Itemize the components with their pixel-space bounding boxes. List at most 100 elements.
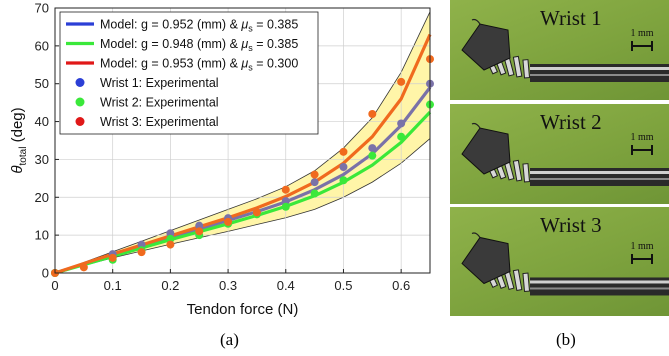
wrist-3-image [461,232,669,296]
legend-marker-4 [75,78,85,87]
wrist-segment-shape [512,269,523,291]
wrist-2-photo: Wrist 2 1 mm [450,104,669,204]
wrist-3-data-point [166,240,175,249]
band-lower-edge [54,138,431,274]
y-tick-label: 0 [42,266,49,281]
wrist-3-data-point [195,227,204,236]
caption-a: (a) [220,330,239,349]
wrist-3-data-point [368,110,377,118]
y-tick-label: 60 [35,38,49,53]
scale-bar-icon [631,41,653,51]
y-tick-label: 40 [35,114,49,129]
wrist-3-data-point [224,217,233,226]
wrist-1-data-point [310,178,319,187]
wrist-3-data-point [252,208,261,217]
shaft-highlight [530,67,669,70]
tendon-wire-shape [471,18,481,25]
wrist-3-scale-text: 1 mm [630,241,654,252]
tendon-wire-shape [471,232,481,238]
x-tick-label: 0.4 [277,278,295,293]
wrist-3-scale-bar: 1 mm [627,241,657,264]
legend-marker-5 [75,97,85,107]
shaft-highlight [530,171,669,174]
legend-box [59,11,319,135]
shaft-shape [530,277,669,296]
band-upper-edge [54,11,431,274]
shaft-highlight [530,178,669,180]
wrist-1-data-point [368,144,377,153]
wrist-1-data-point [281,197,290,206]
wrist-2-data-point [368,151,377,160]
x-tick-label: 0.1 [104,278,122,293]
shaft-highlight [530,74,669,76]
wrist-2-label: Wrist 2 [540,110,602,134]
model-line-3 [54,33,432,275]
wrist-tip-shape [461,127,511,175]
wrist-1-data-point [339,163,348,171]
legend-label-4: Wrist 1: Experimental [100,76,219,90]
caption-b: (b) [556,330,576,349]
shaft-shape [530,168,669,186]
wrist-3-data-point [79,263,88,272]
x-tick-label: 0.2 [161,278,179,293]
wrist-1-image [461,18,669,82]
wrist-1-data-point [195,221,204,230]
wrist-3-photo: Wrist 3 1 mm [450,207,669,316]
scale-bar-icon [631,254,653,264]
legend-label-6: Wrist 3: Experimental [100,115,219,129]
x-tick-label: 0.6 [392,278,410,293]
wrist-2-data-point [281,202,290,211]
wrist-2-scale-text: 1 mm [630,132,654,143]
wrist-2-scale-bar: 1 mm [627,132,657,155]
shaft-highlight [530,280,669,284]
wrist-1-data-point [397,119,406,128]
legend-label-5: Wrist 2: Experimental [100,96,219,110]
wrist-3-data-point [397,77,406,86]
wrist-1-scale-bar: 1 mm [627,28,657,51]
wrist-2-data-point [339,176,348,185]
y-axis-label: θtotal (deg) [9,107,29,173]
x-tick-label: 0.3 [219,278,237,293]
model-line-2 [54,111,432,275]
y-tick-label: 10 [35,228,49,243]
x-tick-label: 0.5 [334,278,352,293]
wrist-3-data-point [108,253,117,262]
wrist-2-data-point [166,234,175,243]
wrist-tip-shape [461,236,511,285]
wrist-1-scale-text: 1 mm [630,28,654,39]
legend-label-1: Model: g = 0.952 (mm) & μs = 0.385 [100,18,298,34]
wrist-3-data-point [310,170,319,179]
wrist-3-data-point [137,248,146,257]
wrist-2-data-point [310,189,319,198]
wrist-segment-shape [522,59,531,79]
legend-marker-6 [75,117,85,126]
wrist-1-photo: Wrist 1 1 mm [450,0,669,100]
wrist-1-label: Wrist 1 [540,6,602,30]
x-axis-label: Tendon force (N) [187,301,299,318]
wrist-segment-shape [512,159,523,182]
y-tick-label: 70 [35,1,49,16]
shaft-shape [530,64,669,82]
wrist-3-data-point [281,185,290,194]
wrist-segment-shape [522,163,531,183]
wrist-segment-shape [512,55,523,78]
legend-label-3: Model: g = 0.953 (mm) & μs = 0.300 [100,57,298,73]
scale-bar-icon [631,145,653,155]
x-tick-label: 0 [51,278,58,293]
wrist-2-image [461,122,669,186]
axes-box [54,7,431,274]
legend-label-2: Model: g = 0.948 (mm) & μs = 0.385 [100,37,298,53]
wrist-3-label: Wrist 3 [540,213,602,237]
wrist-segment-shape [522,272,531,292]
y-tick-label: 20 [35,190,49,205]
shaft-highlight [530,287,669,290]
wrist-1-data-point [166,229,175,238]
y-tick-label: 30 [35,152,49,167]
wrist-2-data-point [397,132,406,141]
wrist-1-data-point [137,240,146,249]
wrist-3-data-point [339,147,348,156]
wrist-tip-shape [461,23,511,71]
experiment-chart: 0 0.1 0.2 0.3 0.4 0.5 0.6 0 10 20 30 40 50 60 70 Tendon… [9,1,434,318]
tendon-wire-shape [471,122,481,129]
y-tick-label: 50 [35,76,49,91]
